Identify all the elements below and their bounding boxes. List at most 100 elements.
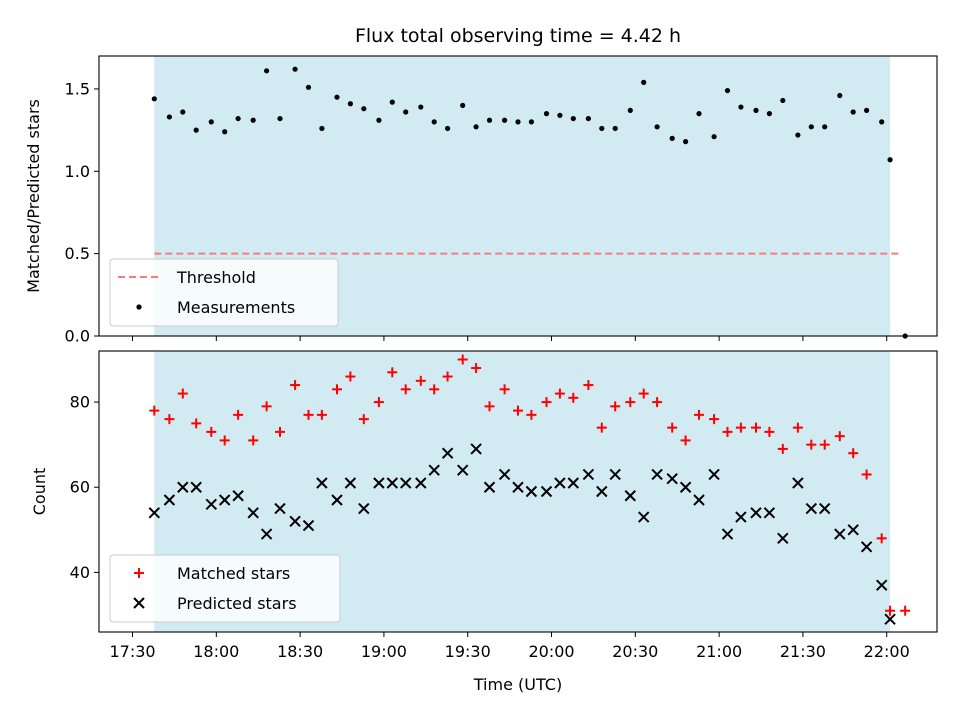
measurement-point bbox=[612, 125, 618, 132]
x-stroke bbox=[512, 481, 524, 493]
predicted-star-point bbox=[358, 502, 370, 515]
x-stroke bbox=[344, 477, 357, 489]
x-stroke bbox=[260, 528, 273, 540]
measurement-point bbox=[654, 124, 660, 130]
matched-star-point bbox=[206, 426, 217, 437]
x-tick-label: 21:30 bbox=[780, 642, 826, 661]
predicted-star-point bbox=[483, 481, 496, 493]
matched-star-point bbox=[667, 422, 678, 433]
x-stroke bbox=[540, 485, 553, 498]
matched-star-point bbox=[777, 443, 788, 454]
predicted-star-point bbox=[428, 464, 440, 476]
x-stroke bbox=[331, 494, 343, 506]
legend-predicted-swatch bbox=[133, 597, 145, 609]
x-tick-label: 18:00 bbox=[193, 642, 239, 661]
x-stroke bbox=[316, 477, 328, 489]
predicted-star-point bbox=[582, 468, 595, 481]
predicted-star-point bbox=[289, 515, 301, 528]
predicted-star-point bbox=[651, 468, 663, 481]
measurement-point bbox=[193, 127, 199, 133]
predicted-star-point bbox=[847, 524, 859, 536]
y-tick-label: 0.0 bbox=[65, 327, 90, 346]
top-y-axis-label: Matched/Predicted stars bbox=[24, 99, 43, 293]
chart-title: Flux total observing time = 4.42 h bbox=[355, 25, 681, 47]
measurement-point bbox=[166, 114, 172, 120]
measurement-point bbox=[250, 117, 256, 123]
x-stroke bbox=[289, 515, 301, 528]
matched-star-point bbox=[358, 414, 369, 425]
matched-star-point bbox=[694, 409, 705, 420]
x-stroke bbox=[470, 443, 482, 455]
matched-star-point bbox=[848, 448, 859, 459]
top-legend-box bbox=[109, 258, 339, 327]
bottom-x-ticks: 17:30 18:00 18:30 19:00 19:30 20:00 20:30 21:00… bbox=[109, 632, 910, 661]
measurement-point bbox=[724, 87, 731, 94]
measurement-point bbox=[418, 104, 424, 110]
measurement-point bbox=[696, 111, 702, 117]
measurement-point bbox=[389, 99, 395, 105]
predicted-star-point bbox=[498, 468, 511, 481]
matched-star-point bbox=[625, 397, 636, 408]
predicted-star-point bbox=[609, 468, 621, 481]
x-stroke bbox=[554, 477, 566, 489]
measurement-point bbox=[683, 139, 689, 145]
predicted-star-point bbox=[260, 528, 273, 540]
predicted-star-point bbox=[860, 541, 873, 553]
x-stroke bbox=[456, 464, 469, 476]
predicted-star-point bbox=[792, 477, 804, 489]
matched-star-point bbox=[900, 605, 911, 616]
predicted-star-point bbox=[763, 507, 776, 519]
matched-star-point bbox=[806, 439, 817, 450]
measurement-point bbox=[264, 68, 270, 74]
top-y-ticks: 0.0 0.5 1.0 1.5 bbox=[65, 79, 99, 346]
matched-star-point bbox=[316, 409, 327, 420]
x-tick-label: 18:30 bbox=[277, 642, 323, 661]
x-stroke bbox=[274, 502, 286, 515]
x-tick-label: 22:00 bbox=[864, 642, 910, 661]
predicted-star-point bbox=[331, 494, 343, 506]
y-tick-label: 1.5 bbox=[65, 79, 90, 98]
predicted-star-point bbox=[721, 528, 734, 540]
matched-star-point bbox=[568, 392, 579, 403]
measurement-point bbox=[361, 106, 367, 112]
matched-star-point bbox=[345, 371, 356, 382]
bottom-y-axis-label: Count bbox=[30, 468, 49, 516]
predicted-star-point bbox=[750, 507, 762, 519]
matched-star-point bbox=[219, 435, 230, 446]
x-stroke bbox=[148, 507, 161, 519]
predicted-star-point bbox=[205, 498, 217, 510]
legend-predicted-label: Predicted stars bbox=[177, 594, 297, 613]
matched-star-point bbox=[457, 354, 468, 365]
measurement-point bbox=[347, 101, 353, 107]
top-panel: 0.0 0.5 1.0 1.5 Flux total observing time =… bbox=[24, 25, 938, 346]
x-stroke bbox=[884, 613, 896, 625]
measurement-point bbox=[808, 124, 814, 130]
measurement-point bbox=[557, 112, 563, 118]
measurement-point bbox=[711, 134, 717, 140]
x-stroke bbox=[735, 511, 747, 523]
x-stroke bbox=[441, 447, 454, 459]
measurement-point bbox=[376, 117, 382, 123]
measurement-point bbox=[235, 115, 241, 122]
legend-measurements-label: Measurements bbox=[177, 298, 295, 317]
measurement-point bbox=[431, 119, 437, 125]
x-stroke bbox=[386, 477, 399, 489]
x-stroke bbox=[596, 485, 608, 498]
x-stroke bbox=[232, 490, 244, 502]
x-stroke bbox=[792, 477, 804, 489]
measurement-point bbox=[753, 107, 759, 113]
x-stroke bbox=[400, 477, 412, 489]
bottom-panel: 40 60 80 17:30 18:00 18:30 19:00 19:30 20:00 20:… bbox=[30, 350, 938, 694]
matched-star-point bbox=[722, 426, 733, 437]
measurement-point bbox=[738, 104, 744, 110]
measurement-point bbox=[319, 125, 325, 132]
x-stroke bbox=[415, 477, 427, 489]
matched-star-point bbox=[680, 435, 691, 446]
predicted-star-point bbox=[777, 532, 789, 545]
predicted-star-point bbox=[884, 613, 896, 625]
matched-star-point bbox=[415, 375, 426, 386]
measurement-point bbox=[669, 135, 675, 141]
predicted-star-point bbox=[456, 464, 469, 476]
measurement-point bbox=[486, 117, 493, 123]
x-stroke bbox=[247, 507, 259, 519]
